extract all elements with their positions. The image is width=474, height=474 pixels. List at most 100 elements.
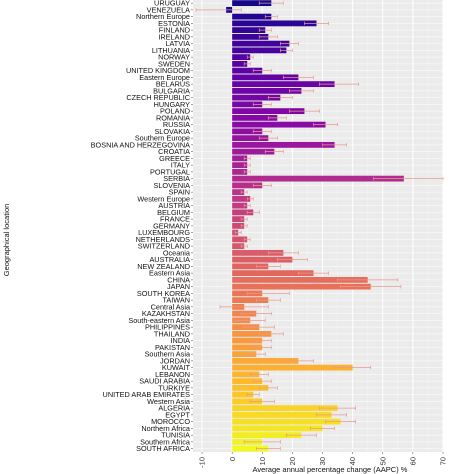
bar [232, 114, 278, 121]
category-label: ROMANIA [156, 113, 190, 122]
error-bar [243, 170, 251, 174]
category-label: GERMANY [153, 221, 190, 230]
y-axis-title: Geographical location [2, 204, 11, 277]
category-label: SAUDI ARABIA [139, 377, 190, 386]
bar [232, 222, 245, 229]
category-label: POLAND [160, 107, 190, 116]
category-label: NEW ZEALAND [137, 262, 190, 271]
error-bar [279, 41, 299, 46]
error-bar [252, 68, 272, 73]
error-bar [243, 325, 275, 329]
error-bar [310, 426, 335, 431]
category-label: CHINA [167, 275, 190, 284]
error-bar [234, 318, 266, 323]
category-label: ALGERIA [158, 404, 190, 413]
category-label: JORDAN [160, 356, 190, 365]
bar [232, 60, 248, 67]
error-bar [340, 284, 402, 289]
error-bar [252, 102, 272, 107]
bar [232, 432, 302, 439]
error-bar [246, 197, 254, 201]
error-bar [246, 55, 254, 59]
category-label: TUNISIA [161, 431, 190, 440]
error-bar [298, 271, 329, 275]
category-label: SLOVAKIA [154, 127, 190, 136]
error-bar [322, 143, 347, 147]
category-label: TURKIYE [158, 383, 190, 392]
error-bar [240, 311, 272, 316]
category-label: Oceania [163, 248, 191, 257]
category-label: INDIA [171, 336, 191, 345]
error-bar [258, 1, 284, 5]
error-bar [304, 21, 329, 26]
x-tick-label: 50 [378, 457, 387, 465]
category-label: ITALY [171, 161, 190, 170]
category-label: Southern Asia [145, 350, 191, 359]
bar [232, 135, 269, 142]
error-bar [289, 89, 314, 93]
error-bar [240, 244, 248, 248]
category-label: TAIWAN [162, 296, 190, 305]
bar [232, 357, 299, 364]
bar [232, 216, 245, 223]
category-label: CZECH REPUBLIC [126, 93, 190, 102]
error-bar [234, 230, 242, 235]
bar [232, 371, 260, 378]
category-label: LATVIA [165, 39, 190, 48]
category-label: FINLAND [159, 26, 190, 35]
error-bar [252, 183, 272, 188]
category-label: Eastern Asia [149, 269, 191, 278]
bar [232, 344, 263, 351]
bar [232, 33, 269, 40]
category-label: IRELAND [158, 32, 190, 41]
bar [232, 283, 371, 290]
category-label: AUSTRIA [158, 201, 190, 210]
category-label: MOROCCO [151, 417, 190, 426]
bar [232, 0, 272, 7]
category-label: VENEZUELA [147, 5, 191, 14]
error-bar [249, 372, 269, 377]
bar [232, 13, 272, 20]
bar [232, 270, 314, 277]
x-axis-title: Average annual percentage change (AAPC) … [253, 465, 408, 474]
category-label: PARAGUAY [151, 0, 191, 1]
category-label: RUSSIA [163, 120, 190, 129]
bar [232, 236, 248, 243]
error-bar [279, 48, 293, 53]
error-bar [255, 298, 281, 302]
bar [232, 155, 248, 162]
bar [232, 128, 263, 135]
error-bar [319, 406, 357, 410]
bar [232, 189, 245, 196]
bar [232, 378, 263, 385]
bar [232, 209, 254, 216]
error-bar [316, 413, 347, 417]
error-bar [243, 163, 251, 167]
bar [232, 162, 248, 169]
category-label: ESTONIA [158, 19, 190, 28]
bar [232, 263, 269, 270]
category-label: Central Asia [151, 302, 191, 311]
bar [232, 94, 281, 101]
bar [232, 391, 254, 398]
bar [232, 81, 335, 88]
category-label: THAILAND [154, 329, 190, 338]
bar [232, 121, 326, 128]
error-bar [258, 386, 278, 390]
bar [232, 101, 263, 108]
bar [232, 175, 404, 182]
bar [232, 141, 335, 148]
error-bar [286, 433, 317, 437]
error-bar [264, 14, 278, 19]
category-label: LEBANON [155, 370, 190, 379]
error-bar [258, 136, 278, 140]
error-bar [252, 379, 272, 383]
category-label: Southern Europe [135, 134, 190, 143]
error-bar [258, 35, 278, 39]
category-label: CROATIA [158, 147, 190, 156]
error-bar [267, 95, 293, 100]
error-bar [246, 352, 266, 356]
error-bar [373, 176, 444, 181]
bar [232, 27, 266, 34]
